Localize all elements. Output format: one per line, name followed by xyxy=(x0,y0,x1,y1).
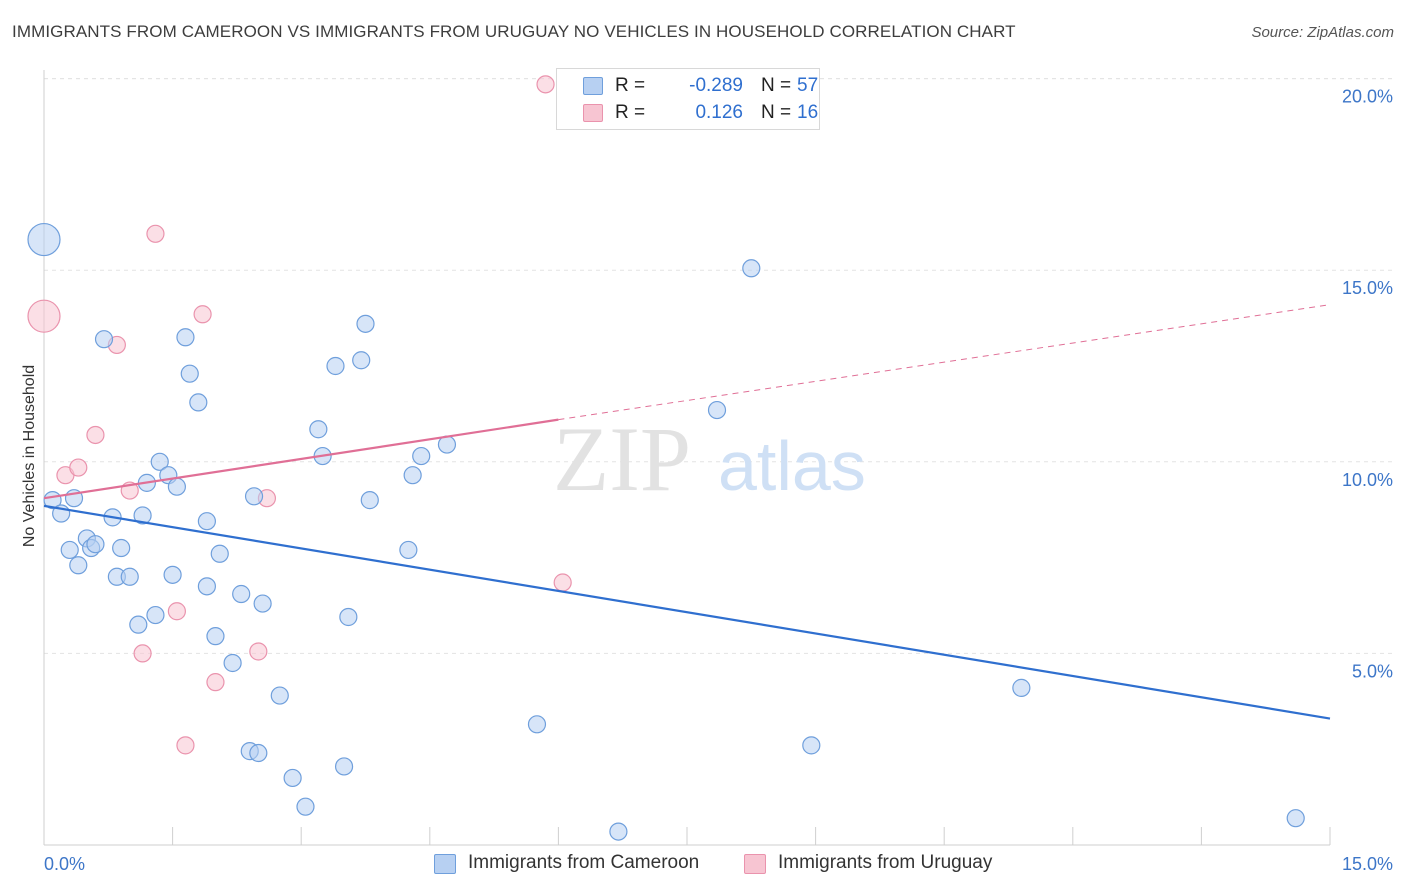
cameroon-data-point xyxy=(197,512,216,531)
cameroon-data-point xyxy=(112,538,131,558)
uruguay-data-point xyxy=(193,305,212,324)
cameroon-data-point xyxy=(326,356,345,376)
uruguay-trend-line xyxy=(43,418,559,500)
cameroon-data-point xyxy=(94,330,114,349)
cameroon-data-point xyxy=(180,364,199,383)
uruguay-points xyxy=(27,75,572,755)
uruguay-swatch-icon xyxy=(583,104,603,122)
cameroon-data-point xyxy=(403,466,422,485)
y-axis-label: No Vehicles in Household xyxy=(21,365,38,547)
cameroon-data-point xyxy=(86,535,105,554)
uruguay-data-point xyxy=(133,644,152,663)
cameroon-data-point xyxy=(339,607,358,627)
uruguay-data-point xyxy=(536,75,555,94)
uruguay-data-point xyxy=(27,299,61,333)
uruguay-data-point xyxy=(176,736,195,755)
cameroon-data-point xyxy=(609,822,628,841)
correlation-legend: R = -0.289 N = 57 R = 0.126 N = 16 xyxy=(556,68,820,130)
cameroon-data-point xyxy=(1012,678,1031,697)
cameroon-trend-line xyxy=(43,504,1331,720)
cameroon-data-point xyxy=(60,540,79,560)
cameroon-data-point xyxy=(707,400,727,420)
cameroon-data-point xyxy=(352,351,371,370)
cameroon-data-point xyxy=(296,797,315,816)
y-tick-label: 5.0% xyxy=(1352,661,1393,681)
cameroon-data-point xyxy=(360,491,379,510)
legend-n-value: 16 xyxy=(797,102,819,123)
watermark-atlas: atlas xyxy=(718,427,866,505)
trend-lines xyxy=(43,304,1331,720)
legend-r-label: R = xyxy=(615,102,646,123)
cameroon-data-point xyxy=(223,653,242,673)
uruguay-data-point xyxy=(146,224,165,243)
cameroon-data-point xyxy=(334,757,354,776)
cameroon-data-point xyxy=(206,627,225,646)
cameroon-data-point xyxy=(150,452,169,471)
source-credit: Source: ZipAtlas.com xyxy=(1251,24,1394,41)
uruguay-data-point xyxy=(69,458,88,477)
cameroon-data-point xyxy=(356,314,375,333)
cameroon-data-point xyxy=(163,565,182,584)
uruguay-legend-icon xyxy=(744,854,766,874)
cameroon-data-point xyxy=(249,743,268,763)
grid-lines xyxy=(44,78,1392,654)
cameroon-legend-icon xyxy=(434,854,456,874)
cameroon-data-point xyxy=(189,393,208,412)
cameroon-data-point xyxy=(270,686,289,705)
cameroon-data-point xyxy=(27,222,61,257)
uruguay-trend-extension xyxy=(558,304,1331,421)
cameroon-data-point xyxy=(742,259,761,278)
uruguay-data-point xyxy=(206,673,225,692)
tick-labels: 5.0% 10.0% 15.0% 20.0% 0.0% 15.0% xyxy=(44,87,1393,874)
cameroon-data-point xyxy=(253,594,272,613)
cameroon-data-point xyxy=(399,540,418,560)
cameroon-data-point xyxy=(146,605,165,625)
cameroon-data-point xyxy=(167,477,186,496)
axes xyxy=(43,70,1331,846)
cameroon-data-point xyxy=(244,487,264,506)
uruguay-legend-label: Immigrants from Uruguay xyxy=(778,852,993,873)
x-tick-label: 15.0% xyxy=(1342,854,1393,874)
cameroon-data-point xyxy=(309,420,328,439)
cameroon-data-point xyxy=(412,446,431,466)
cameroon-data-point xyxy=(232,584,251,604)
cameroon-data-point xyxy=(1286,809,1305,828)
y-tick-label: 10.0% xyxy=(1342,470,1393,490)
cameroon-data-point xyxy=(197,577,216,596)
uruguay-data-point xyxy=(249,642,268,661)
cameroon-data-point xyxy=(133,506,152,525)
cameroon-swatch-icon xyxy=(583,77,603,95)
cameroon-data-point xyxy=(283,768,302,788)
legend-n-label: N = xyxy=(761,102,792,123)
legend-n-value: 57 xyxy=(797,75,819,96)
x-tick-label: 0.0% xyxy=(44,854,85,874)
watermark-zip: ZIP xyxy=(553,408,691,510)
cameroon-data-point xyxy=(527,715,547,734)
cameroon-data-point xyxy=(129,615,148,634)
legend-r-value: -0.289 xyxy=(689,75,743,96)
uruguay-data-point xyxy=(86,425,105,445)
chart-title: IMMIGRANTS FROM CAMEROON VS IMMIGRANTS F… xyxy=(12,22,1016,41)
watermark: ZIP atlas xyxy=(553,408,866,510)
legend-r-label: R = xyxy=(615,75,646,96)
cameroon-data-point xyxy=(69,556,88,575)
y-tick-label: 20.0% xyxy=(1342,87,1393,107)
uruguay-data-point xyxy=(553,573,572,592)
cameroon-data-point xyxy=(210,544,229,563)
legend-r-value: 0.126 xyxy=(695,102,743,123)
cameroon-legend-label: Immigrants from Cameroon xyxy=(468,852,700,873)
uruguay-data-point xyxy=(167,602,186,621)
cameroon-data-point xyxy=(120,567,139,586)
cameroon-points xyxy=(27,222,1305,841)
cameroon-data-point xyxy=(802,736,821,755)
cameroon-data-point xyxy=(176,328,195,347)
y-tick-label: 15.0% xyxy=(1342,278,1393,298)
legend-n-label: N = xyxy=(761,75,792,96)
